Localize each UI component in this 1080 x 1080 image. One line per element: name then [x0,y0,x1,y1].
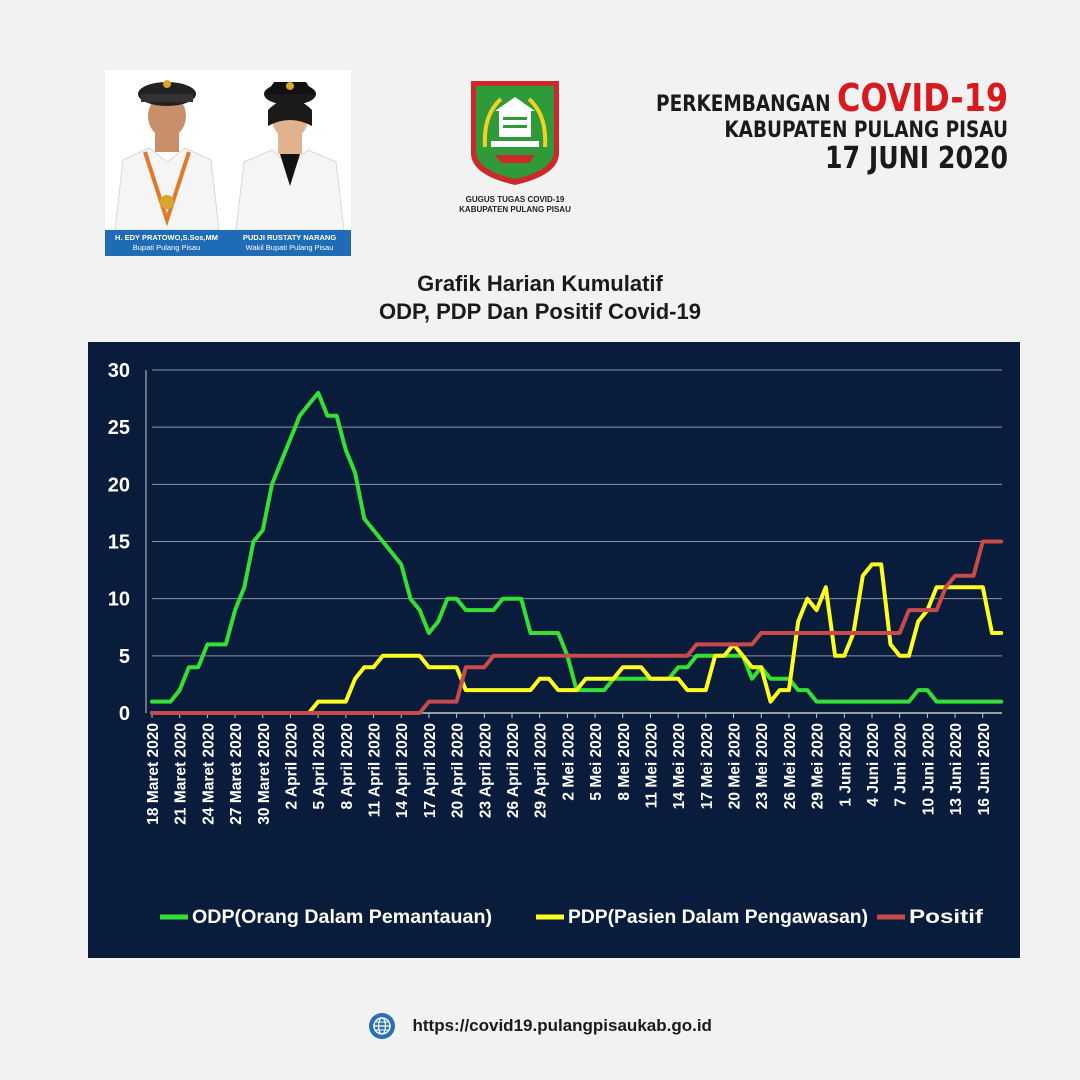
logo-caption: GUGUS TUGAS COVID-19 KABUPATEN PULANG PI… [430,195,600,215]
x-tick-label: 21 Maret 2020 [173,723,190,825]
x-tick-label: 27 Maret 2020 [228,723,245,825]
chart-title: Grafik Harian Kumulatif ODP, PDP Dan Pos… [0,270,1080,326]
legend-label: Positif [909,907,984,928]
gugus-tugas-logo: GUGUS TUGAS COVID-19 KABUPATEN PULANG PI… [430,75,600,225]
x-tick-label: 11 Mei 2020 [643,723,660,808]
x-tick-label: 8 April 2020 [339,723,356,809]
bupati-role: Bupati Pulang Pisau [132,243,201,252]
x-tick-label: 26 April 2020 [505,723,522,818]
chart-title-line2: ODP, PDP Dan Positif Covid-19 [379,299,701,324]
chart-panel: 0 5 10 15 20 25 30 18 Maret 2020 21 Maret 2020 24… [88,342,1020,958]
x-tick-label: 11 April 2020 [367,723,384,817]
bupati-name: H. EDY PRATOWO,S.Sos,MM [115,233,218,242]
line-chart: 0 5 10 15 20 25 30 18 Maret 2020 21 Maret 2020 24… [108,360,1004,928]
legend-label: PDP(Pasien Dalam Pengawasan) [568,907,868,928]
x-tick-label: 14 Mei 2020 [671,723,688,809]
wakil-bupati-name-bar: PUDJI RUSTATY NARANG Wakil Bupati Pulang… [228,230,351,256]
official-bupati: H. EDY PRATOWO,S.Sos,MM Bupati Pulang Pi… [105,70,228,256]
globe-icon [369,1013,396,1039]
y-tick-label: 30 [108,360,130,382]
x-tick-label: 2 April 2020 [283,723,300,809]
x-tick-label: 30 Maret 2020 [256,723,273,825]
x-tick-label: 23 Mei 2020 [754,723,771,809]
logo-caption-line2: KABUPATEN PULANG PISAU [459,205,571,214]
header-prefix: PERKEMBANGAN [655,92,837,117]
header-highlight: COVID-19 [836,76,1008,120]
x-tick-label: 8 Mei 2020 [616,723,633,801]
x-tick-label: 17 April 2020 [422,723,439,818]
logo-caption-line1: GUGUS TUGAS COVID-19 [465,195,565,204]
y-tick-label: 10 [108,589,130,611]
x-tick-label: 1 Juni 2020 [837,723,854,807]
y-tick-label: 25 [108,417,130,439]
page-header: PERKEMBANGAN COVID-19 KABUPATEN PULANG P… [589,76,1008,176]
x-tick-label: 17 Mei 2020 [699,723,716,809]
wakil-bupati-role: Wakil Bupati Pulang Pisau [245,243,334,252]
x-tick-label: 13 Juni 2020 [948,723,965,815]
x-tick-label: 26 Mei 2020 [782,723,799,809]
y-tick-label: 20 [108,474,130,496]
x-tick-label: 5 Mei 2020 [588,723,605,801]
chart-title-line1: Grafik Harian Kumulatif [417,271,663,296]
x-tick-label: 29 April 2020 [533,723,550,818]
x-tick-label: 7 Juni 2020 [893,723,910,807]
wakil-bupati-name: PUDJI RUSTATY NARANG [242,233,337,242]
x-tick-label: 29 Mei 2020 [810,723,827,809]
y-tick-label: 15 [108,532,130,554]
x-tick-label: 5 April 2020 [311,723,328,809]
y-tick-label: 0 [119,703,130,725]
y-tick-label: 5 [119,646,130,668]
officials-photo: H. EDY PRATOWO,S.Sos,MM Bupati Pulang Pi… [105,70,351,256]
x-tick-label: 10 Juni 2020 [920,723,937,815]
series-line-2 [150,562,1004,715]
bupati-photo [105,70,228,256]
bupati-name-bar: H. EDY PRATOWO,S.Sos,MM Bupati Pulang Pi… [105,230,228,256]
header-date: 17 JUNI 2020 [824,141,1008,176]
x-tick-label: 20 April 2020 [450,723,467,818]
header-line1: PERKEMBANGAN COVID-19 [656,76,1008,120]
header-regency: KABUPATEN PULANG PISAU [724,118,1008,143]
x-tick-label: 2 Mei 2020 [560,723,577,801]
series-line-3 [150,539,1004,715]
x-tick-label: 16 Juni 2020 [976,723,993,815]
x-tick-label: 18 Maret 2020 [145,723,162,825]
legend-label: ODP(Orang Dalam Pemantauan) [192,907,492,928]
x-tick-label: 20 Mei 2020 [727,723,744,809]
x-tick-label: 23 April 2020 [477,723,494,818]
official-wakil-bupati: PUDJI RUSTATY NARANG Wakil Bupati Pulang… [228,70,351,256]
x-tick-label: 4 Juni 2020 [865,723,882,807]
wakil-bupati-photo [228,70,351,256]
regency-emblem-icon [471,81,559,185]
x-tick-label: 24 Maret 2020 [200,723,217,825]
footer: https://covid19.pulangpisaukab.go.id [0,1012,1080,1040]
x-tick-label: 14 April 2020 [394,723,411,818]
website-link[interactable]: https://covid19.pulangpisaukab.go.id [412,1016,712,1035]
